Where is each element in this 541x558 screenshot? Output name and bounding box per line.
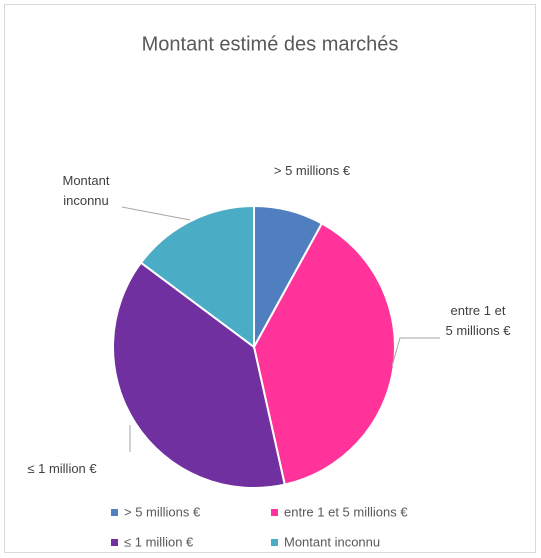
leader-line (121, 206, 191, 221)
data-label: entre 1 et 5 millions € (445, 303, 511, 338)
pie-slice (112, 261, 286, 489)
legend-swatch (271, 509, 278, 516)
data-label: ≤ 1 million € (27, 461, 97, 476)
pie-slice (252, 222, 396, 486)
data-label: Montant inconnu (63, 173, 110, 208)
legend-label: Montant inconnu (284, 534, 380, 549)
legend-label: > 5 millions € (124, 504, 201, 519)
pie-slice (139, 204, 255, 349)
leader-line (391, 337, 440, 367)
legend-label: ≤ 1 million € (124, 534, 194, 549)
chart-title: Montant estimé des marchés (142, 33, 399, 55)
data-label: > 5 millions € (274, 163, 351, 178)
legend-label: entre 1 et 5 millions € (284, 504, 408, 519)
legend-swatch (111, 539, 118, 546)
legend-swatch (111, 509, 118, 516)
legend-swatch (271, 539, 278, 546)
